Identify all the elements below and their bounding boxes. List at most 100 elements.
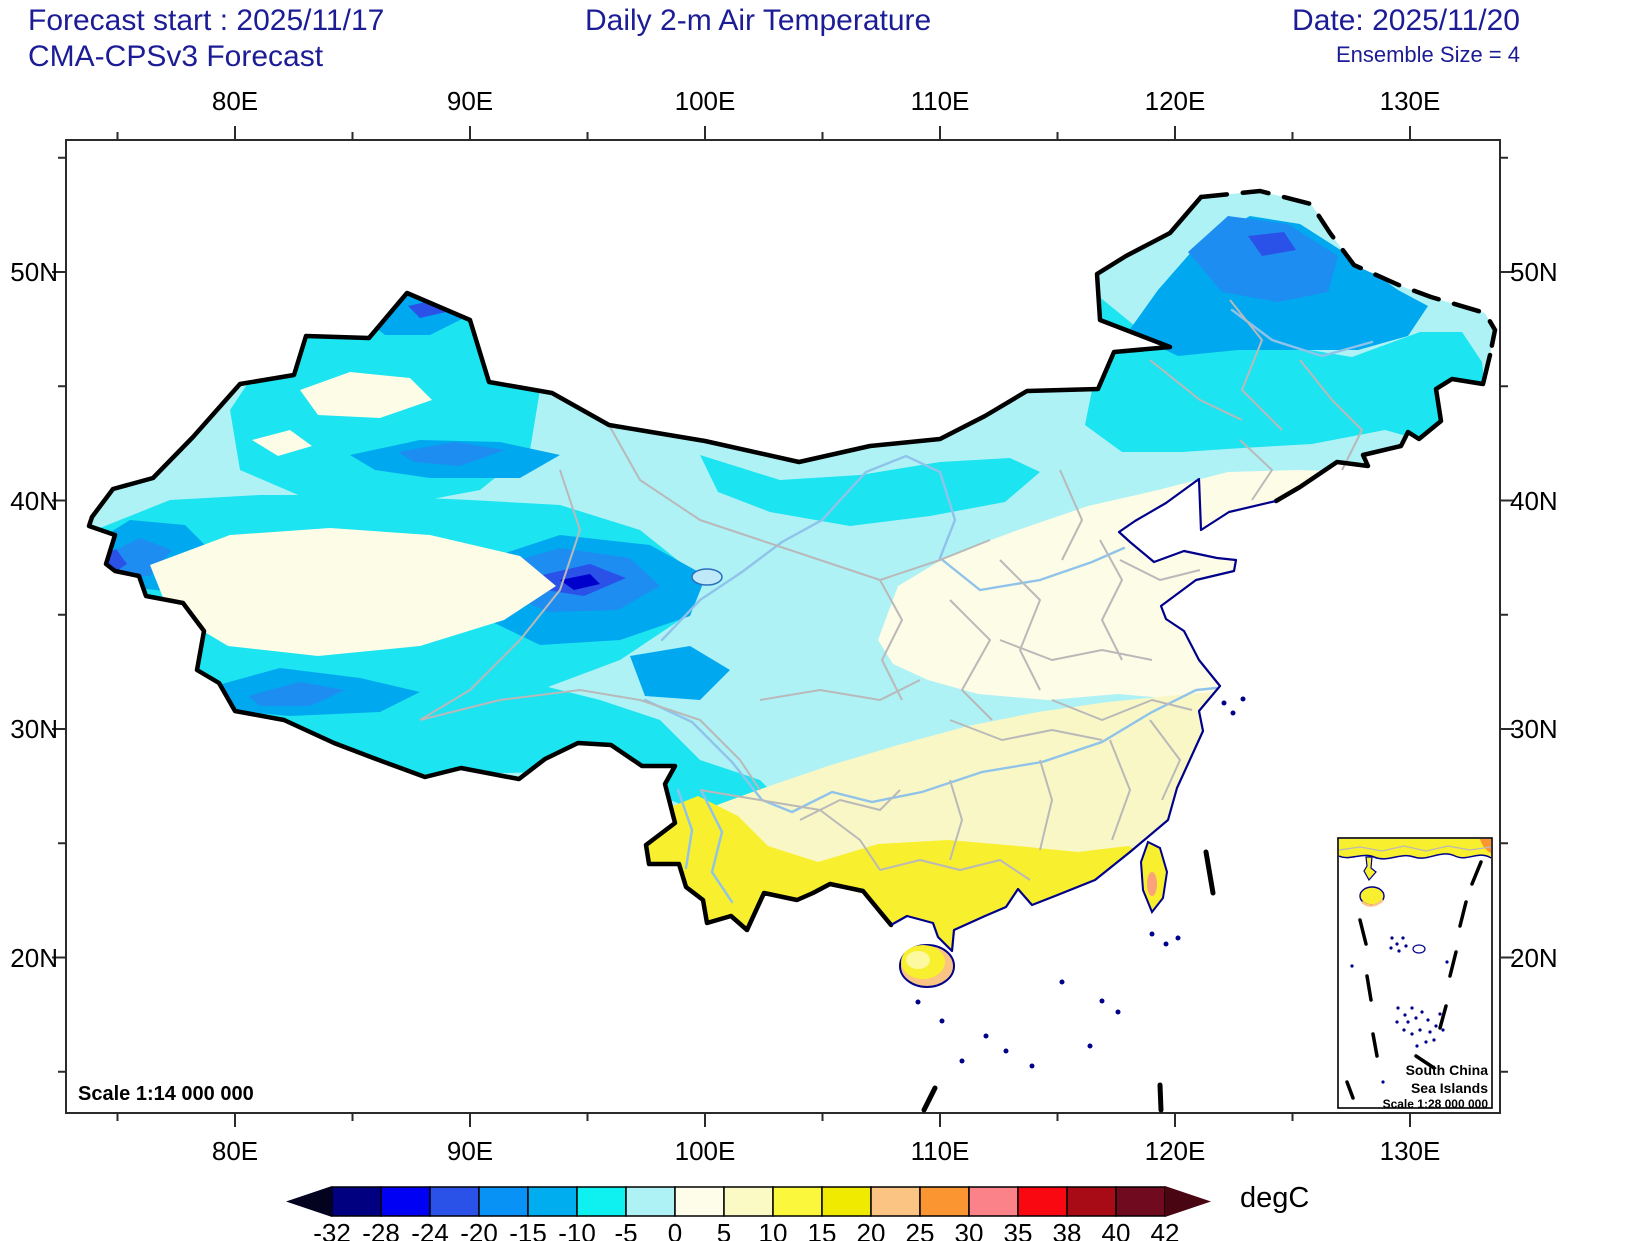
- colorbar-tick-label: 0: [667, 1218, 683, 1241]
- lon-label-top: 100E: [674, 86, 736, 116]
- forecast-start-text: Forecast start : 2025/11/17: [28, 4, 385, 37]
- inset-orange-patch: [1480, 839, 1491, 853]
- colorbar-cell: [429, 1186, 480, 1217]
- fill-minus28-minus24: [560, 574, 600, 590]
- yangtze-river: [643, 686, 1218, 814]
- colorbar-tick-label: -32: [313, 1218, 351, 1241]
- map-scale-label: Scale 1:14 000 000: [78, 1083, 254, 1105]
- inset-south-china-sea: [1337, 837, 1493, 1109]
- lon-label-top: 80E: [211, 86, 259, 116]
- colorbar-cell: [723, 1186, 774, 1217]
- lat-label-left: 40N: [10, 485, 58, 516]
- inset-hainan-warm-rim: [1361, 899, 1384, 907]
- colorbar-tick-label: 38: [1052, 1218, 1082, 1241]
- inset-frame: [1337, 837, 1493, 1109]
- inset-title-line2: Sea Islands: [1410, 1080, 1488, 1096]
- inset-scale-label: Scale 1:28 000 000: [1382, 1097, 1488, 1111]
- inset-nine-dash: [1345, 860, 1483, 1100]
- lon-label-bottom: 120E: [1144, 1136, 1206, 1166]
- inset-atoll-ring: [1412, 944, 1426, 954]
- lat-label-left: 20N: [10, 942, 58, 973]
- colorbar-tick-label: 10: [758, 1218, 788, 1241]
- inset-province-line: [1338, 845, 1492, 852]
- colorbar-tick-label: 5: [716, 1218, 732, 1241]
- colorbar-cell: [919, 1186, 970, 1217]
- taiwan-warm-spot: [1147, 872, 1157, 896]
- colorbar-cell: [1115, 1186, 1166, 1217]
- lat-label-right: 50N: [1510, 257, 1558, 287]
- colorbar-tick-label: -28: [362, 1218, 400, 1241]
- lon-label-bottom: 110E: [910, 1136, 970, 1166]
- axis-ticks: [52, 126, 1514, 1127]
- lon-label-bottom: 130E: [1379, 1136, 1441, 1166]
- lon-label-bottom: 90E: [446, 1136, 494, 1166]
- colorbar-cell: [527, 1186, 578, 1217]
- colorbar-cell: [674, 1186, 725, 1217]
- lat-label-right: 20N: [1510, 942, 1558, 973]
- province-boundaries: [419, 299, 1363, 881]
- national-border-solid: [86, 194, 1204, 933]
- contour-fills: [89, 191, 1495, 951]
- colorbar-tick-label: -10: [558, 1218, 596, 1241]
- colorbar-unit-label: degC: [1240, 1182, 1310, 1214]
- rivers: [643, 308, 1374, 904]
- lat-label-left: 30N: [10, 714, 58, 744]
- colorbar-cell: [380, 1186, 431, 1217]
- hainan-island: [899, 944, 955, 988]
- forecast-date-text: Date: 2025/11/20: [1292, 4, 1520, 37]
- colorbar-cell: [478, 1186, 529, 1217]
- coastline: [890, 477, 1277, 953]
- colorbar-cell: [1017, 1186, 1068, 1217]
- colorbar-over-arrow: [1165, 1186, 1211, 1217]
- nine-dash-line: [921, 849, 1216, 1113]
- river-sw-2: [700, 790, 734, 904]
- inset-coastline: [1338, 853, 1492, 860]
- inset-leizhou: [1363, 856, 1377, 882]
- offshore-islands: [915, 696, 1246, 1069]
- colorbar-cell: [1066, 1186, 1117, 1217]
- colorbar-tick-label: 40: [1101, 1218, 1131, 1241]
- colorbar-cell: [576, 1186, 627, 1217]
- lon-label-top: 130E: [1379, 86, 1441, 116]
- colorbar-tick-label: 35: [1003, 1218, 1033, 1241]
- lon-label-bottom: 80E: [211, 1136, 259, 1166]
- lat-label-right: 30N: [1510, 714, 1558, 744]
- colorbar-tick-label: 15: [807, 1218, 837, 1241]
- lat-label-right: 40N: [1510, 485, 1558, 516]
- qinghai-lake: [691, 568, 723, 586]
- colorbar-tick-label: -24: [411, 1218, 449, 1241]
- model-name-text: CMA-CPSv3 Forecast: [28, 40, 324, 73]
- river-sw-1: [676, 788, 694, 870]
- inset-island-dots: [1350, 936, 1449, 1084]
- colorbar-under-arrow: [286, 1186, 332, 1217]
- yellow-river: [660, 454, 1126, 642]
- colorbar-tick-label: -5: [614, 1218, 638, 1241]
- colorbar: [286, 1186, 1211, 1217]
- map-frame: [65, 139, 1501, 1114]
- river-ne: [1230, 308, 1374, 358]
- colorbar-cell: [968, 1186, 1019, 1217]
- lon-label-top: 120E: [1144, 86, 1206, 116]
- lon-label-top: 90E: [446, 86, 494, 116]
- colorbar-tick-label: 30: [954, 1218, 984, 1241]
- colorbar-cell: [821, 1186, 872, 1217]
- colorbar-tick-label: -15: [509, 1218, 547, 1241]
- inset-title-line1: South China: [1405, 1062, 1488, 1078]
- colorbar-tick-label: 25: [905, 1218, 935, 1241]
- colorbar-cell: [870, 1186, 921, 1217]
- ensemble-size-text: Ensemble Size = 4: [1335, 42, 1520, 67]
- colorbar-tick-label: 42: [1150, 1218, 1180, 1241]
- national-border-dashed-ne: [1198, 188, 1498, 358]
- colorbar-tick-label: -20: [460, 1218, 498, 1241]
- colorbar-cell: [772, 1186, 823, 1217]
- lat-label-left: 50N: [10, 257, 58, 287]
- colorbar-cell: [331, 1186, 382, 1217]
- page-title: Daily 2-m Air Temperature: [585, 4, 932, 37]
- lon-label-top: 110E: [910, 86, 970, 116]
- lon-label-bottom: 100E: [674, 1136, 736, 1166]
- colorbar-tick-label: 20: [856, 1218, 886, 1241]
- colorbar-cell: [625, 1186, 676, 1217]
- national-border-solid-east: [1273, 352, 1493, 504]
